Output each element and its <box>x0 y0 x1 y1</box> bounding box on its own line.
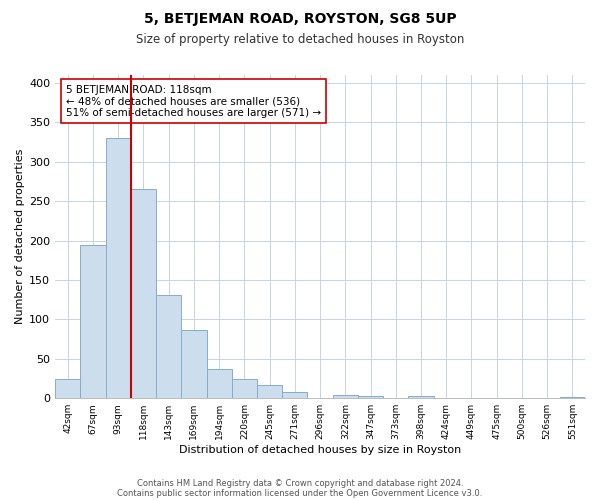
Bar <box>282 392 307 398</box>
Bar <box>206 369 232 398</box>
Y-axis label: Number of detached properties: Number of detached properties <box>15 149 25 324</box>
Bar <box>156 295 181 398</box>
Bar <box>332 395 358 398</box>
Text: 5, BETJEMAN ROAD, ROYSTON, SG8 5UP: 5, BETJEMAN ROAD, ROYSTON, SG8 5UP <box>143 12 457 26</box>
Text: Contains public sector information licensed under the Open Government Licence v3: Contains public sector information licen… <box>118 488 482 498</box>
Bar <box>106 138 131 398</box>
Bar <box>257 385 282 398</box>
Text: Contains HM Land Registry data © Crown copyright and database right 2024.: Contains HM Land Registry data © Crown c… <box>137 478 463 488</box>
Bar <box>80 246 106 398</box>
Text: Size of property relative to detached houses in Royston: Size of property relative to detached ho… <box>136 32 464 46</box>
Bar <box>181 330 206 398</box>
Bar <box>232 378 257 398</box>
X-axis label: Distribution of detached houses by size in Royston: Distribution of detached houses by size … <box>179 445 461 455</box>
Bar <box>358 396 383 398</box>
Bar <box>409 396 434 398</box>
Text: 5 BETJEMAN ROAD: 118sqm
← 48% of detached houses are smaller (536)
51% of semi-d: 5 BETJEMAN ROAD: 118sqm ← 48% of detache… <box>66 84 321 118</box>
Bar <box>55 378 80 398</box>
Bar <box>131 190 156 398</box>
Bar <box>560 396 585 398</box>
